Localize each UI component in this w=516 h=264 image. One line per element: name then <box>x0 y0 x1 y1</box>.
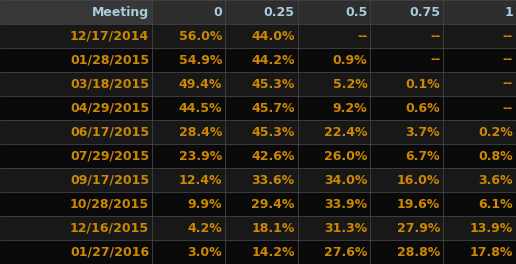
Text: 09/17/2015: 09/17/2015 <box>70 173 149 186</box>
Bar <box>0 192 516 216</box>
Text: 12.4%: 12.4% <box>179 173 222 186</box>
Text: 0: 0 <box>213 6 222 18</box>
Text: --: -- <box>430 30 440 43</box>
Text: 06/17/2015: 06/17/2015 <box>70 125 149 139</box>
Text: --: -- <box>430 54 440 67</box>
Text: 13.9%: 13.9% <box>470 221 513 234</box>
Text: 3.7%: 3.7% <box>406 125 440 139</box>
Text: 18.1%: 18.1% <box>251 221 295 234</box>
Bar <box>0 216 516 240</box>
Text: --: -- <box>503 78 513 91</box>
Text: 44.5%: 44.5% <box>179 101 222 115</box>
Text: 45.7%: 45.7% <box>251 101 295 115</box>
Text: 26.0%: 26.0% <box>324 149 367 163</box>
Text: 3.0%: 3.0% <box>187 246 222 258</box>
Text: 6.7%: 6.7% <box>406 149 440 163</box>
Text: --: -- <box>503 30 513 43</box>
Text: 04/29/2015: 04/29/2015 <box>70 101 149 115</box>
Text: 49.4%: 49.4% <box>179 78 222 91</box>
Bar <box>0 168 516 192</box>
Text: 28.8%: 28.8% <box>397 246 440 258</box>
Text: 19.6%: 19.6% <box>397 197 440 210</box>
Text: 9.2%: 9.2% <box>333 101 367 115</box>
Bar <box>0 48 516 72</box>
Text: --: -- <box>357 30 367 43</box>
Text: 03/18/2015: 03/18/2015 <box>70 78 149 91</box>
Bar <box>298 0 370 24</box>
Bar <box>0 0 152 24</box>
Text: 22.4%: 22.4% <box>324 125 367 139</box>
Bar <box>443 0 516 24</box>
Bar <box>0 240 516 264</box>
Text: 45.3%: 45.3% <box>251 78 295 91</box>
Text: 6.1%: 6.1% <box>478 197 513 210</box>
Bar <box>0 24 516 48</box>
Text: 12/16/2015: 12/16/2015 <box>70 221 149 234</box>
Text: 9.9%: 9.9% <box>187 197 222 210</box>
Text: 0.9%: 0.9% <box>333 54 367 67</box>
Text: 27.9%: 27.9% <box>397 221 440 234</box>
Text: 0.6%: 0.6% <box>406 101 440 115</box>
Text: 1: 1 <box>504 6 513 18</box>
Text: 07/29/2015: 07/29/2015 <box>70 149 149 163</box>
Text: 3.6%: 3.6% <box>478 173 513 186</box>
Text: 0.1%: 0.1% <box>406 78 440 91</box>
Text: 56.0%: 56.0% <box>179 30 222 43</box>
Text: 0.25: 0.25 <box>264 6 295 18</box>
Text: --: -- <box>503 101 513 115</box>
Text: 16.0%: 16.0% <box>397 173 440 186</box>
Text: 14.2%: 14.2% <box>251 246 295 258</box>
Text: 45.3%: 45.3% <box>251 125 295 139</box>
Text: 12/17/2014: 12/17/2014 <box>70 30 149 43</box>
Text: 33.6%: 33.6% <box>251 173 295 186</box>
Bar <box>225 0 298 24</box>
Text: 01/28/2015: 01/28/2015 <box>70 54 149 67</box>
Bar <box>0 96 516 120</box>
Text: 10/28/2015: 10/28/2015 <box>70 197 149 210</box>
Text: 17.8%: 17.8% <box>470 246 513 258</box>
Text: 54.9%: 54.9% <box>179 54 222 67</box>
Text: 44.2%: 44.2% <box>251 54 295 67</box>
Text: 0.75: 0.75 <box>409 6 440 18</box>
Text: 31.3%: 31.3% <box>324 221 367 234</box>
Text: 5.2%: 5.2% <box>333 78 367 91</box>
Text: 42.6%: 42.6% <box>251 149 295 163</box>
Text: 33.9%: 33.9% <box>324 197 367 210</box>
Text: 27.6%: 27.6% <box>324 246 367 258</box>
Text: Meeting: Meeting <box>92 6 149 18</box>
Bar <box>0 72 516 96</box>
Text: 44.0%: 44.0% <box>251 30 295 43</box>
Text: 0.8%: 0.8% <box>478 149 513 163</box>
Text: 4.2%: 4.2% <box>187 221 222 234</box>
Bar <box>0 120 516 144</box>
Bar <box>370 0 443 24</box>
Text: --: -- <box>503 54 513 67</box>
Bar <box>152 0 225 24</box>
Text: 01/27/2016: 01/27/2016 <box>70 246 149 258</box>
Text: 34.0%: 34.0% <box>324 173 367 186</box>
Text: 0.2%: 0.2% <box>478 125 513 139</box>
Bar <box>0 144 516 168</box>
Text: 0.5: 0.5 <box>345 6 367 18</box>
Text: 28.4%: 28.4% <box>179 125 222 139</box>
Text: 23.9%: 23.9% <box>179 149 222 163</box>
Text: 29.4%: 29.4% <box>251 197 295 210</box>
